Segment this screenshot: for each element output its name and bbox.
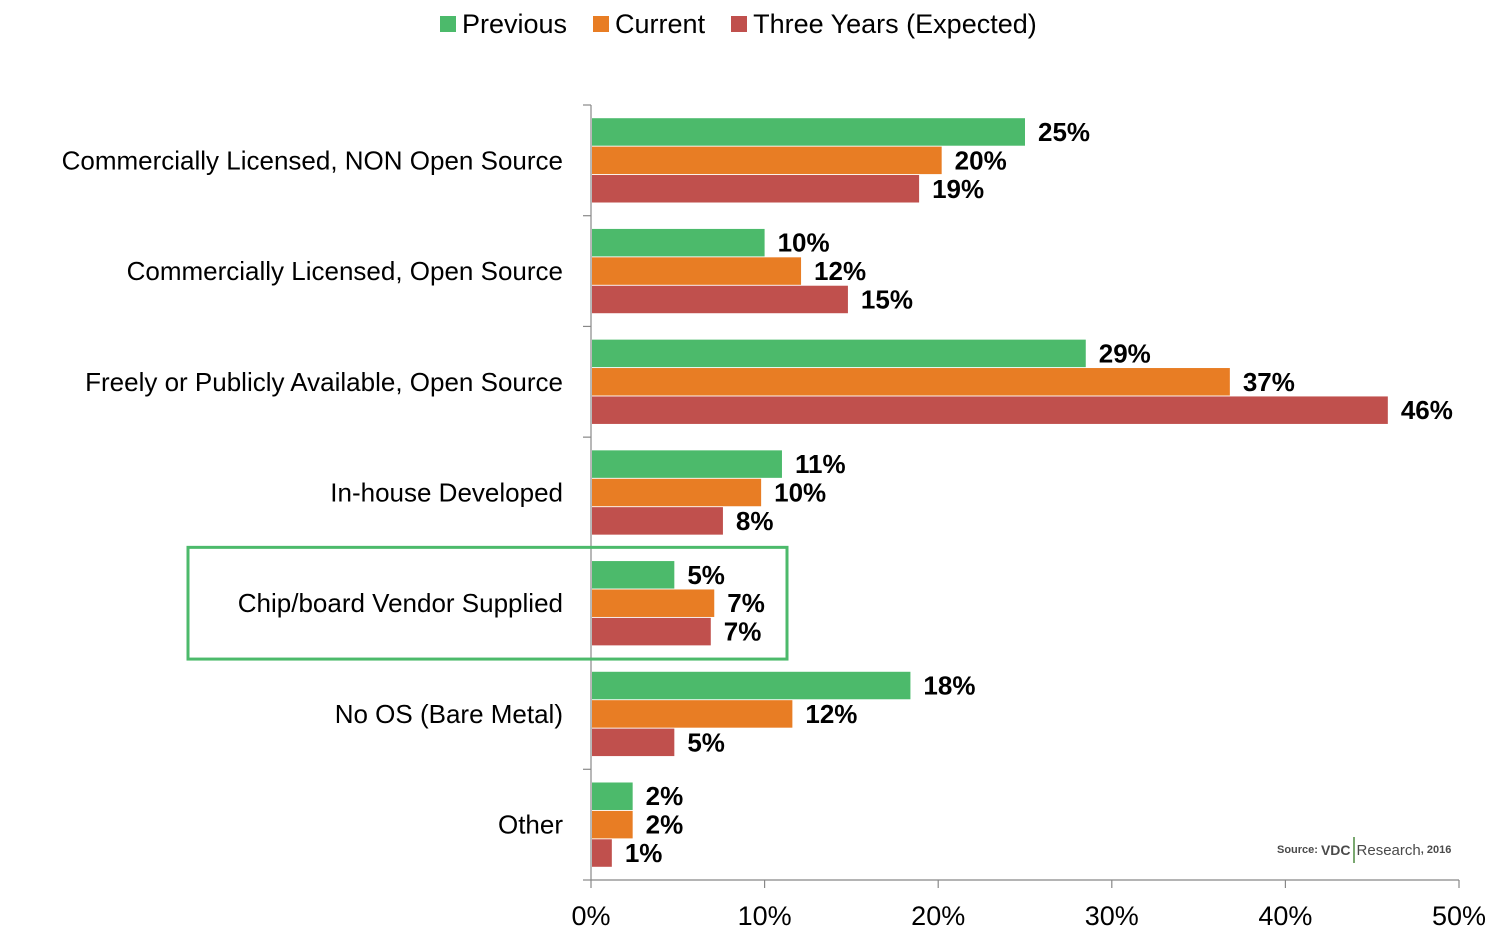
- legend-swatch-previous: [440, 16, 456, 32]
- bar-previous-freely-or-publicly-available-open-source: [592, 339, 1086, 368]
- bar-three-years-expected-commercially-licensed-open-source: [592, 285, 848, 314]
- data-label-three-years-expected-commercially-licensed-open-source: 15%: [861, 284, 913, 314]
- bar-current-chip-board-vendor-supplied: [592, 589, 715, 617]
- data-label-previous-in-house-developed: 11%: [795, 449, 846, 479]
- x-tick-label: 40%: [1258, 901, 1312, 931]
- legend-swatch-current: [593, 16, 610, 32]
- data-label-three-years-expected-other: 1%: [625, 838, 663, 868]
- bar-previous-chip-board-vendor-supplied: [592, 561, 675, 589]
- source-brand: VDC: [1320, 842, 1351, 858]
- legend-label-current: Current: [615, 8, 706, 39]
- data-label-current-freely-or-publicly-available-open-source: 37%: [1243, 367, 1295, 397]
- bar-three-years-expected-no-os-bare-metal: [592, 728, 675, 757]
- source-credit: Source: VDC Research , 2016: [1277, 837, 1451, 863]
- data-label-three-years-expected-no-os-bare-metal: 5%: [687, 727, 725, 757]
- category-label-chip-board-vendor-supplied: Chip/board Vendor Supplied: [238, 588, 563, 618]
- bar-previous-other: [592, 782, 633, 810]
- category-label-freely-or-publicly-available-open-source: Freely or Publicly Available, Open Sourc…: [85, 367, 563, 397]
- bar-current-freely-or-publicly-available-open-source: [592, 368, 1230, 396]
- bar-previous-no-os-bare-metal: [592, 671, 911, 700]
- bar-current-in-house-developed: [592, 478, 762, 507]
- data-label-three-years-expected-in-house-developed: 8%: [736, 506, 774, 536]
- bar-three-years-expected-chip-board-vendor-supplied: [592, 617, 711, 646]
- bar-three-years-expected-freely-or-publicly-available-open-source: [592, 396, 1388, 424]
- source-year: , 2016: [1420, 844, 1452, 856]
- data-label-previous-commercially-licensed-non-open-source: 25%: [1038, 117, 1090, 147]
- x-tick-label: 0%: [571, 901, 610, 931]
- bar-previous-in-house-developed: [592, 450, 782, 478]
- data-label-previous-chip-board-vendor-supplied: 5%: [687, 560, 725, 590]
- data-label-three-years-expected-chip-board-vendor-supplied: 7%: [724, 617, 762, 647]
- source-divider: [1352, 837, 1355, 863]
- data-label-previous-commercially-licensed-open-source: 10%: [778, 228, 830, 258]
- bar-current-other: [592, 810, 633, 839]
- data-label-current-commercially-licensed-open-source: 12%: [814, 256, 866, 286]
- data-label-three-years-expected-freely-or-publicly-available-open-source: 46%: [1401, 395, 1453, 425]
- legend-swatch-three-years: [731, 16, 748, 32]
- category-label-commercially-licensed-open-source: Commercially Licensed, Open Source: [127, 256, 563, 286]
- legend-label-three-years: Three Years (Expected): [753, 8, 1037, 39]
- data-label-three-years-expected-commercially-licensed-non-open-source: 19%: [932, 174, 984, 204]
- bar-previous-commercially-licensed-open-source: [592, 228, 765, 257]
- data-label-current-chip-board-vendor-supplied: 7%: [727, 588, 765, 618]
- category-label-no-os-bare-metal: No OS (Bare Metal): [335, 699, 563, 729]
- legend-label-previous: Previous: [462, 8, 568, 39]
- data-label-previous-no-os-bare-metal: 18%: [923, 671, 975, 701]
- bar-three-years-expected-other: [592, 839, 612, 867]
- data-label-current-no-os-bare-metal: 12%: [805, 699, 857, 729]
- bar-current-commercially-licensed-non-open-source: [592, 146, 942, 175]
- data-label-current-commercially-licensed-non-open-source: 20%: [955, 145, 1007, 175]
- source-name: Research: [1356, 841, 1421, 859]
- x-tick-label: 50%: [1432, 901, 1486, 931]
- chart-legend: Previous Current Three Years (Expected): [440, 6, 1037, 42]
- bar-three-years-expected-commercially-licensed-non-open-source: [592, 175, 920, 203]
- bar-three-years-expected-in-house-developed: [592, 507, 723, 535]
- category-label-commercially-licensed-non-open-source: Commercially Licensed, NON Open Source: [62, 145, 563, 175]
- bar-previous-commercially-licensed-non-open-source: [592, 118, 1025, 146]
- highlight-box: [186, 545, 789, 661]
- source-prefix: Source:: [1277, 844, 1318, 856]
- x-tick-label: 10%: [738, 901, 792, 931]
- category-label-in-house-developed: In-house Developed: [330, 478, 563, 508]
- legend-item-current: Current: [593, 9, 705, 40]
- x-tick-label: 30%: [1085, 901, 1139, 931]
- data-label-previous-freely-or-publicly-available-open-source: 29%: [1099, 338, 1151, 368]
- data-label-current-in-house-developed: 10%: [774, 478, 826, 508]
- legend-item-three-years: Three Years (Expected): [731, 9, 1037, 40]
- x-tick-label: 20%: [911, 901, 965, 931]
- category-label-other: Other: [498, 810, 563, 840]
- data-label-previous-other: 2%: [646, 781, 684, 811]
- bar-current-commercially-licensed-open-source: [592, 257, 802, 285]
- bar-current-no-os-bare-metal: [592, 700, 793, 728]
- data-label-current-other: 2%: [646, 810, 684, 840]
- legend-item-previous: Previous: [440, 9, 567, 40]
